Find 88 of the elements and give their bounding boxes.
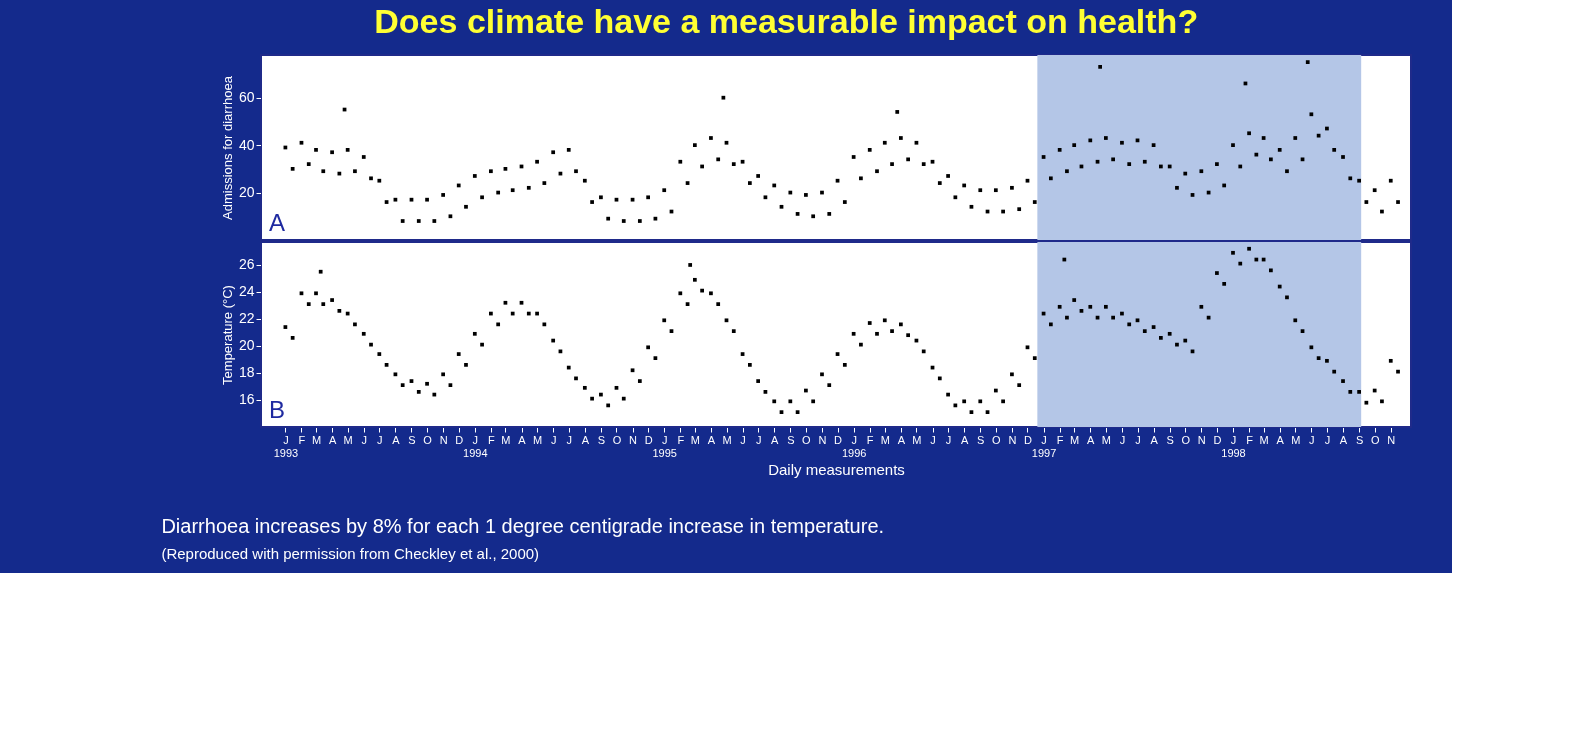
x-tick-label: F bbox=[677, 433, 685, 446]
x-tick-label: A bbox=[518, 433, 527, 446]
x-tick-label: O bbox=[992, 433, 1002, 446]
x-tick-label: D bbox=[834, 433, 843, 446]
x-tick-label: A bbox=[1339, 433, 1348, 446]
x-tick-label: A bbox=[392, 433, 401, 446]
text: (Reproduced with permission from Checkley et al., 2000) bbox=[161, 545, 540, 562]
text: Diarrhoea increases by 8% for each 1 degree centigrade increase in temperature. bbox=[161, 515, 885, 537]
y-tick-label: 20 bbox=[238, 184, 255, 201]
x-tick-label: O bbox=[423, 433, 433, 446]
x-tick-label: J bbox=[1324, 433, 1331, 446]
x-tick-label: J bbox=[361, 433, 367, 446]
x-tick-label: J 1998 bbox=[1221, 433, 1246, 459]
x-tick-label: M bbox=[533, 433, 543, 446]
x-tick-label: J 1995 bbox=[652, 433, 677, 459]
x-tick-label: A bbox=[1087, 433, 1096, 446]
x-tick-label: J bbox=[755, 433, 762, 446]
x-tick-label: J bbox=[1135, 433, 1141, 446]
x-tick-label: A bbox=[1276, 433, 1285, 446]
x-tick-label: M bbox=[722, 433, 732, 446]
x-tick-label: M bbox=[690, 433, 700, 446]
x-tick-label: M bbox=[1291, 433, 1301, 446]
x-tick-label: M bbox=[880, 433, 890, 446]
x-tick-label: J bbox=[566, 433, 572, 446]
x-tick-label: A bbox=[581, 433, 590, 446]
x-tick-label: M bbox=[343, 433, 353, 446]
annotation: A bbox=[269, 209, 286, 236]
x-tick-label: O bbox=[1370, 433, 1380, 446]
x-tick-label: N bbox=[629, 433, 638, 446]
x-tick-label: N bbox=[439, 433, 448, 446]
y-tick-label: 18 bbox=[238, 364, 255, 381]
x-tick-label: J bbox=[377, 433, 383, 446]
y-tick-label: 16 bbox=[238, 391, 255, 408]
x-tick-label: M bbox=[501, 433, 511, 446]
x-tick-label: M bbox=[1259, 433, 1269, 446]
x-tick-label: J 1993 bbox=[273, 433, 299, 459]
x-tick-label: S bbox=[977, 433, 985, 446]
y-tick-label: 60 bbox=[238, 89, 255, 106]
x-tick-label: F bbox=[298, 433, 306, 446]
x-tick-label: S bbox=[408, 433, 416, 446]
y-axis-title: Admissions for diarrhoea bbox=[219, 75, 235, 220]
x-tick-label: A bbox=[771, 433, 780, 446]
x-tick-label: J bbox=[1119, 433, 1126, 446]
x-tick-label: J bbox=[1309, 433, 1315, 446]
annotation: B bbox=[269, 396, 286, 423]
x-tick-label: A bbox=[328, 433, 337, 446]
x-tick-label: F bbox=[1246, 433, 1254, 446]
x-tick-label: N bbox=[1197, 433, 1206, 446]
x-tick-label: S bbox=[1166, 433, 1174, 446]
x-tick-label: M bbox=[311, 433, 322, 446]
x-tick-label: D bbox=[644, 433, 653, 446]
x-tick-label: S bbox=[787, 433, 795, 446]
x-tick-label: N bbox=[1008, 433, 1017, 446]
x-tick-label: S bbox=[1355, 433, 1364, 446]
x-tick-label: J bbox=[550, 433, 557, 446]
x-tick-label: D bbox=[1213, 433, 1222, 446]
x-tick-label: A bbox=[1150, 433, 1159, 446]
y-tick-label: 40 bbox=[238, 136, 255, 153]
x-tick-label: M bbox=[1070, 433, 1080, 446]
x-tick-label: F bbox=[1056, 433, 1064, 446]
x-tick-label: J bbox=[930, 433, 936, 446]
x-tick-label: D bbox=[1024, 433, 1033, 446]
x-tick-label: J 1997 bbox=[1031, 433, 1057, 459]
y-axis-title: Temperature (°C) bbox=[219, 285, 235, 385]
x-tick-label: J 1996 bbox=[841, 433, 867, 459]
x-axis-title: Daily measurements bbox=[768, 460, 905, 478]
x-tick-label: O bbox=[1181, 433, 1191, 446]
x-tick-label: N bbox=[1387, 433, 1396, 446]
x-tick-label: O bbox=[612, 433, 622, 446]
x-tick-label: A bbox=[707, 433, 716, 446]
x-tick-label: D bbox=[455, 433, 464, 446]
y-tick-label: 24 bbox=[238, 283, 255, 300]
x-tick-label: J 1994 bbox=[463, 433, 488, 459]
chart-title: Does climate have a measurable impact on health? bbox=[374, 2, 1199, 40]
x-tick-label: M bbox=[912, 433, 922, 446]
x-tick-label: A bbox=[897, 433, 906, 446]
x-tick-label: M bbox=[1101, 433, 1111, 446]
x-tick-label: O bbox=[802, 433, 812, 446]
y-tick-label: 26 bbox=[238, 256, 255, 273]
x-tick-label: F bbox=[488, 433, 496, 446]
y-tick-label: 20 bbox=[238, 337, 255, 354]
y-tick-label: 22 bbox=[238, 310, 255, 327]
x-tick-label: J bbox=[945, 433, 952, 446]
x-tick-label: A bbox=[961, 433, 970, 446]
x-tick-label: J bbox=[740, 433, 746, 446]
x-tick-label: S bbox=[597, 433, 606, 446]
x-tick-label: F bbox=[866, 433, 874, 446]
x-tick-label: N bbox=[818, 433, 827, 446]
